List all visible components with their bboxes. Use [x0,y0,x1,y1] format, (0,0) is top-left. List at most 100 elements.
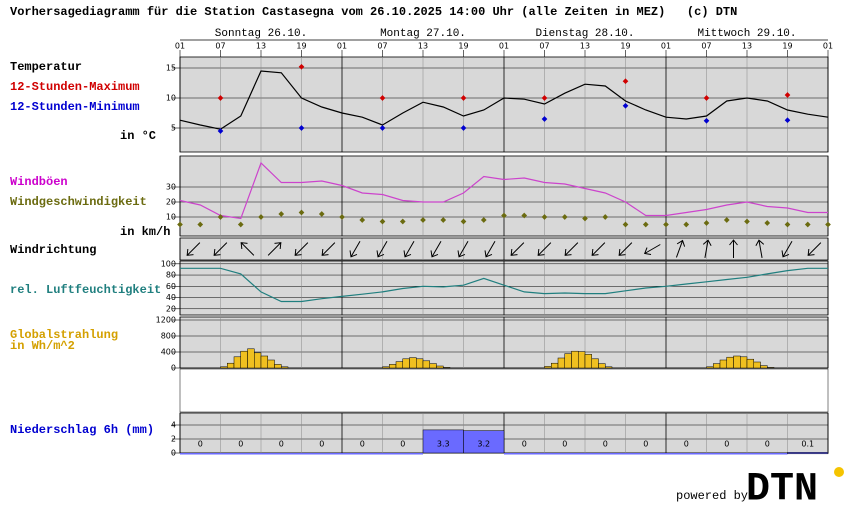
marker [622,221,629,228]
y-tick-label: 20 [166,198,176,207]
value-label: 0 [724,440,729,449]
marker [197,221,204,228]
marker [521,212,528,219]
marker [339,214,345,220]
bar [274,364,282,369]
marker [258,214,264,220]
arrow-shape [430,240,442,258]
arrow-shape [564,242,579,256]
powered-by: powered by [676,489,748,503]
wind-arrow [484,240,496,258]
unit-label: in °C [120,129,156,143]
bar [281,366,289,369]
arrow-shape [403,240,415,258]
value-label: 3.3 [437,440,450,449]
wind-arrow [729,239,738,258]
value-label: 0 [279,440,284,449]
line [179,70,829,130]
y-tick-label: 1200 [156,316,176,325]
bar [767,367,775,369]
bar [382,366,390,369]
bar [706,366,714,369]
marker [440,217,447,223]
marker [399,218,406,225]
arrow-shape [781,240,793,258]
panel-title: Globalstrahlung [10,328,118,342]
bar [584,354,592,369]
bar [571,350,579,369]
chart-title: Vorhersagediagramm für die Station Casta… [10,5,737,19]
arrow-shape [186,242,201,256]
value-label: 0 [562,440,567,449]
marker [825,221,831,228]
wind-arrow [591,242,606,256]
marker [359,217,366,223]
bar [267,359,275,369]
marker [642,221,649,228]
arrow-shape [618,242,633,256]
logo-dot [834,467,844,477]
wind-arrow [430,240,442,258]
x-tick-label: 01 [661,42,671,51]
bar [605,366,613,369]
x-tick-label: 19 [782,42,792,51]
marker [541,95,548,101]
bar [746,358,754,369]
arrow-shape [240,242,255,256]
y-tick-label: 100 [161,259,176,268]
wind-arrow [618,242,633,256]
series-label: 12-Stunden-Maximum [10,80,140,94]
marker [237,221,244,228]
wind-arrow [240,242,255,256]
arrow-shape [537,242,552,256]
value-label: 0.1 [801,440,814,449]
bar [753,361,761,369]
arrow-shape [376,240,388,258]
marker [663,221,669,228]
bar [247,348,255,369]
wind-arrow [321,242,336,256]
marker [379,218,386,225]
value-label: 0 [765,440,770,449]
marker [460,218,467,225]
wind-arrow [376,240,388,258]
arrow-shape [702,239,712,258]
bar [422,360,430,369]
bar [713,363,721,369]
x-tick-label: 13 [256,42,266,51]
marker [298,125,305,131]
arrow-shape [484,240,496,258]
bar [747,453,788,455]
unit-label: in km/h [120,225,170,239]
arrow-shape [510,242,525,256]
bar [585,453,626,455]
day-label: Montag 27.10. [380,28,466,40]
wind-arrow [755,239,765,258]
wind-arrow [807,242,822,256]
value-label: 0 [198,440,203,449]
bar [402,358,410,369]
series-label: Temperatur [10,60,82,74]
bar [591,358,599,369]
marker [318,211,325,217]
marker [561,214,568,220]
marker [784,221,791,228]
arrow-shape [729,239,738,258]
bar [436,365,444,369]
x-tick-label: 19 [458,42,468,51]
arrow-shape [349,240,361,258]
y-tick-label: 80 [166,271,176,280]
bar [233,356,241,369]
x-tick-label: 01 [823,42,833,51]
bar [740,356,748,369]
marker [804,221,811,228]
line [179,161,828,220]
value-label: 0 [603,440,608,449]
series-label: Windgeschwindigkeit [10,195,147,209]
x-tick-label: 19 [620,42,630,51]
value-label: 0 [319,440,324,449]
y-tick-label: 60 [166,282,176,291]
bar [429,363,437,369]
bar [504,453,545,455]
